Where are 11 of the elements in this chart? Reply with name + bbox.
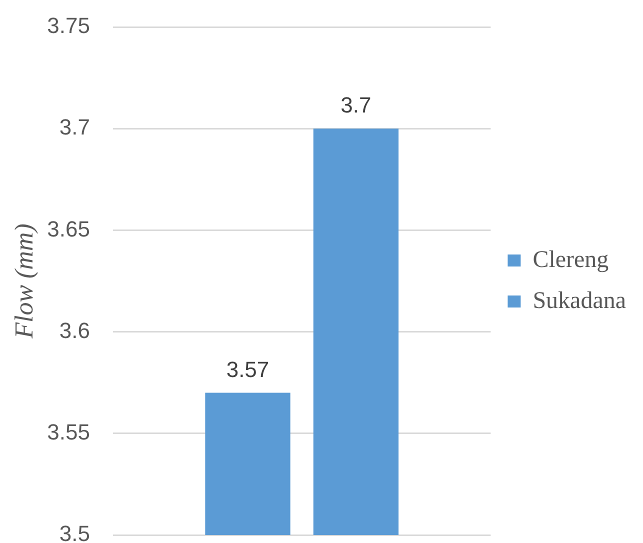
y-tick-label: 3.7	[59, 114, 90, 140]
y-tick-label: 3.75	[47, 13, 90, 38]
y-tick-label: 3.65	[47, 216, 90, 242]
y-tick-label: 3.5	[59, 521, 90, 543]
data-label: 3.7	[340, 92, 372, 118]
legend-label: Clereng	[532, 246, 609, 273]
y-tick-label: 3.55	[47, 419, 90, 444]
y-axis-title: Flow (mm)	[9, 224, 38, 340]
y-tick-label: 3.6	[59, 318, 90, 343]
data-label: 3.57	[226, 356, 270, 382]
legend-label: Sukadana	[532, 288, 626, 314]
